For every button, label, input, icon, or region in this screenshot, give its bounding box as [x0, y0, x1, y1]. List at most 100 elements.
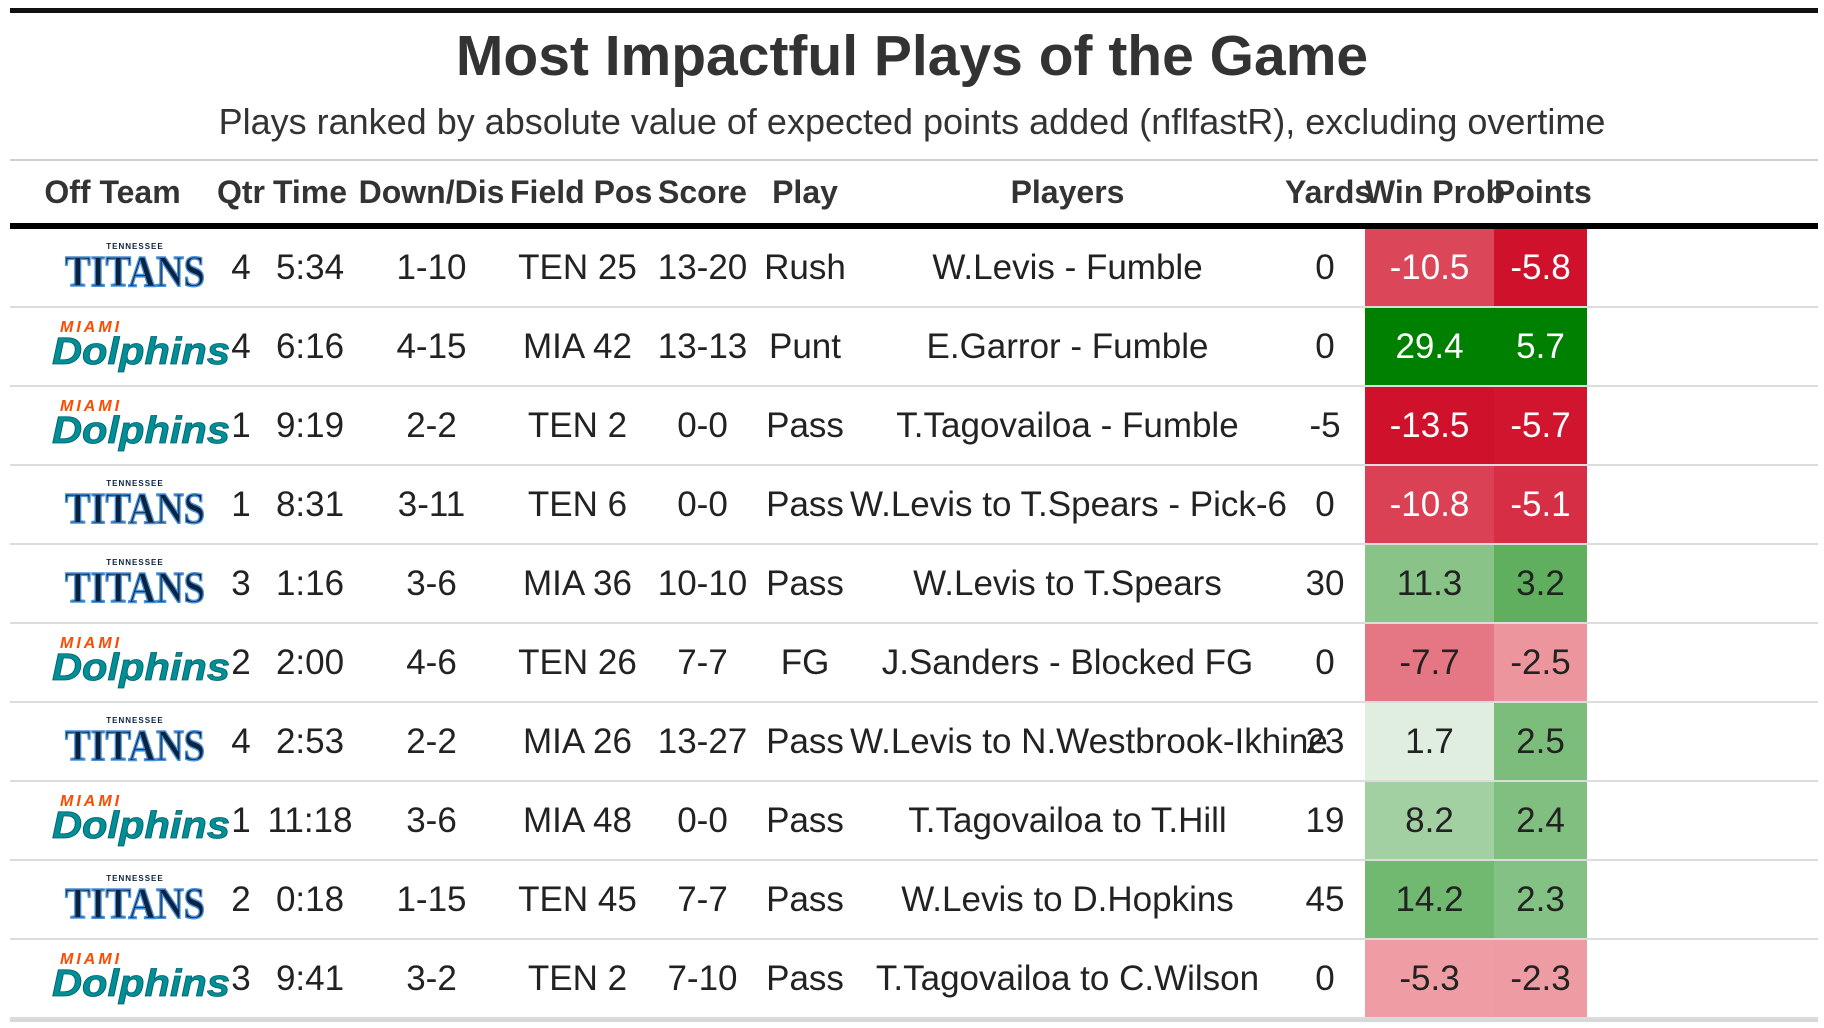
score-cell: 13-20	[657, 248, 748, 287]
win-prob-cell: 14.2	[1365, 861, 1494, 938]
col-header-points: Points	[1494, 174, 1592, 210]
quarter-cell: 2	[231, 880, 251, 919]
play-type-cell: Punt	[769, 327, 841, 366]
win-prob-cell: 11.3	[1365, 545, 1494, 622]
play-type-cell: Pass	[766, 564, 844, 603]
svg-text:Dolphins: Dolphins	[52, 331, 230, 373]
field-position-cell: TEN 45	[518, 880, 637, 919]
chart-title: Most Impactful Plays of the Game	[455, 24, 1369, 88]
play-type-cell: Pass	[766, 406, 844, 445]
team-cell: TENNESSEE TITANS	[10, 861, 215, 938]
score-cell: 7-7	[677, 880, 728, 919]
svg-text:TITANS: TITANS	[65, 563, 205, 612]
score-cell: 13-27	[657, 722, 748, 761]
col-header-win-prob: Win Prob	[1365, 174, 1506, 210]
win-prob-cell: 1.7	[1365, 703, 1494, 780]
quarter-cell: 3	[231, 959, 251, 998]
quarter-cell: 2	[231, 643, 251, 682]
score-cell: 0-0	[677, 406, 728, 445]
points-cell: 2.4	[1494, 782, 1587, 859]
score-cell: 0-0	[677, 485, 728, 524]
points-cell: -5.8	[1494, 229, 1587, 306]
svg-text:TITANS: TITANS	[65, 721, 205, 770]
team-cell: TENNESSEE TITANS	[10, 466, 215, 543]
down-distance-cell: 1-15	[396, 880, 467, 919]
team-cell: TENNESSEE TITANS	[10, 703, 215, 780]
yards-cell: 0	[1315, 248, 1335, 287]
svg-text:TENNESSEE: TENNESSEE	[106, 874, 163, 883]
plays-table: Off Team Qtr Time Down/Dis Field Pos Score Pla…	[10, 161, 1818, 1019]
players-cell: W.Levis to T.Spears	[913, 564, 1222, 603]
field-position-cell: TEN 6	[527, 485, 628, 524]
time-cell: 9:41	[275, 959, 345, 998]
players-cell: W.Levis - Fumble	[932, 248, 1203, 287]
players-cell: T.Tagovailoa to C.Wilson	[875, 959, 1260, 998]
players-cell: W.Levis to T.Spears - Pick-6	[850, 485, 1288, 524]
svg-text:TENNESSEE: TENNESSEE	[106, 242, 163, 251]
table-row: TENNESSEE TITANS 4 5:34 1-10 TEN 25 13-20 Rush W…	[10, 229, 1818, 308]
players-cell: W.Levis to N.Westbrook-Ikhine	[850, 722, 1328, 761]
table-header: Off Team Qtr Time Down/Dis Field Pos Score Pla…	[10, 161, 1818, 223]
svg-text:TITANS: TITANS	[65, 879, 205, 928]
score-cell: 13-13	[657, 327, 748, 366]
quarter-cell: 3	[231, 564, 251, 603]
points-cell: -2.3	[1494, 940, 1587, 1017]
col-header-down-dis: Down/Dis	[358, 174, 505, 210]
svg-text:TITANS: TITANS	[65, 247, 205, 296]
down-distance-cell: 2-2	[406, 722, 457, 761]
players-cell: J.Sanders - Blocked FG	[881, 643, 1254, 682]
quarter-cell: 4	[231, 722, 251, 761]
table-row: TENNESSEE TITANS 2 0:18 1-15 TEN 45 7-7 Pass W.L…	[10, 861, 1818, 940]
points-cell: -5.7	[1494, 387, 1587, 464]
svg-text:MIAMI: MIAMI	[60, 319, 122, 336]
team-cell: MIAMI Dolphins	[10, 387, 231, 464]
yards-cell: 0	[1315, 485, 1335, 524]
header-top-rule	[10, 159, 1818, 161]
col-header-field-pos: Field Pos	[510, 174, 653, 210]
yards-cell: -5	[1309, 406, 1341, 445]
field-position-cell: MIA 42	[523, 327, 632, 366]
players-cell: T.Tagovailoa - Fumble	[896, 406, 1239, 445]
time-cell: 9:19	[275, 406, 345, 445]
svg-text:MIAMI: MIAMI	[60, 635, 122, 652]
time-cell: 2:00	[275, 643, 345, 682]
time-cell: 2:53	[275, 722, 345, 761]
yards-cell: 0	[1315, 327, 1335, 366]
players-cell: T.Tagovailoa to T.Hill	[908, 801, 1227, 840]
svg-text:TENNESSEE: TENNESSEE	[106, 558, 163, 567]
quarter-cell: 1	[231, 485, 251, 524]
col-header-play: Play	[772, 174, 838, 210]
svg-text:TENNESSEE: TENNESSEE	[106, 479, 163, 488]
col-header-yards: Yards	[1285, 174, 1373, 210]
yards-cell: 30	[1305, 564, 1345, 603]
table-row: MIAMI Dolphins 1 9:19 2-2 TEN 2 0-0 Pass T.Tagov…	[10, 387, 1818, 466]
points-cell: -5.1	[1494, 466, 1587, 543]
points-cell: 2.5	[1494, 703, 1587, 780]
top-rule	[10, 8, 1818, 13]
field-position-cell: TEN 25	[518, 248, 637, 287]
points-cell: 5.7	[1494, 308, 1587, 385]
down-distance-cell: 3-6	[406, 564, 457, 603]
score-cell: 7-10	[667, 959, 738, 998]
win-prob-cell: -13.5	[1365, 387, 1494, 464]
players-cell: E.Garror - Fumble	[926, 327, 1209, 366]
points-cell: 3.2	[1494, 545, 1587, 622]
down-distance-cell: 3-6	[406, 801, 457, 840]
play-type-cell: Pass	[766, 880, 844, 919]
field-position-cell: MIA 48	[523, 801, 632, 840]
col-header-qtr: Qtr	[217, 174, 265, 210]
players-cell: W.Levis to D.Hopkins	[901, 880, 1234, 919]
svg-text:Dolphins: Dolphins	[52, 963, 230, 1005]
down-distance-cell: 2-2	[406, 406, 457, 445]
down-distance-cell: 1-10	[396, 248, 467, 287]
field-position-cell: TEN 2	[527, 959, 628, 998]
down-distance-cell: 4-6	[406, 643, 457, 682]
team-cell: MIAMI Dolphins	[10, 782, 231, 859]
team-cell: TENNESSEE TITANS	[10, 545, 215, 622]
svg-text:MIAMI: MIAMI	[60, 951, 122, 968]
